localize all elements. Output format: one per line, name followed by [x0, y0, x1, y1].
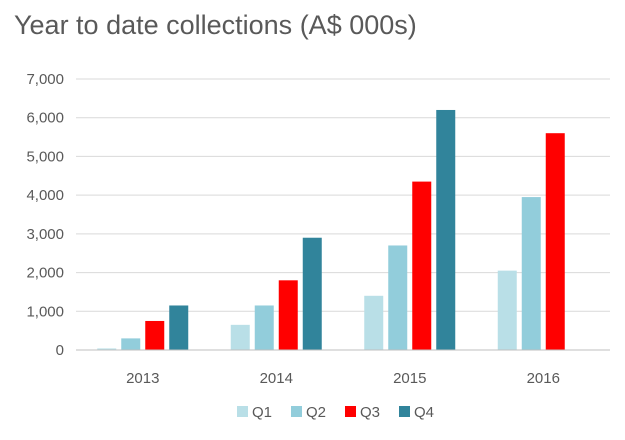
bar-q3-2015: [412, 181, 432, 350]
legend-label-q3: Q3: [360, 404, 380, 421]
bar-q4-2015: [436, 109, 456, 350]
y-tick-label: 1,000: [26, 303, 64, 320]
bar-q3-2013: [145, 320, 165, 350]
bar-q2-2013: [121, 338, 141, 350]
chart-title: Year to date collections (A$ 000s): [14, 10, 417, 40]
bar-q2-2015: [388, 245, 408, 350]
legend-swatch-q1: [237, 406, 248, 417]
y-tick-label: 7,000: [26, 71, 64, 88]
x-tick-label: 2016: [527, 370, 560, 387]
legend-label-q2: Q2: [306, 404, 326, 421]
legend-swatch-q3: [345, 406, 356, 417]
y-tick-label: 2,000: [26, 265, 64, 282]
bar-q2-2014: [254, 305, 274, 350]
bar-q1-2014: [230, 324, 250, 350]
legend-label-q4: Q4: [414, 404, 434, 421]
axes: 0 1,000 2,000 3,000 4,000 5,000 6,000 7,000 2013…: [26, 71, 610, 387]
x-tick-label: 2015: [393, 370, 426, 387]
bar-q3-2016: [545, 133, 565, 350]
y-tick-label: 5,000: [26, 148, 64, 165]
bar-q4-2014: [302, 237, 322, 350]
x-tick-label: 2014: [260, 370, 293, 387]
gridlines: [76, 78, 610, 312]
bars: [97, 109, 565, 350]
y-tick-label: 3,000: [26, 226, 64, 243]
y-tick-label: 0: [56, 342, 64, 359]
legend-swatch-q2: [291, 406, 302, 417]
bar-q4-2013: [169, 305, 189, 350]
legend-swatch-q4: [399, 406, 410, 417]
bar-q3-2014: [278, 280, 298, 350]
x-tick-label: 2013: [126, 370, 159, 387]
bar-q2-2016: [521, 197, 541, 350]
bar-q1-2015: [364, 295, 384, 350]
y-tick-label: 6,000: [26, 110, 64, 127]
bar-q1-2016: [497, 270, 517, 350]
legend-label-q1: Q1: [252, 404, 272, 421]
bar-q1-2013: [97, 348, 117, 350]
y-tick-label: 4,000: [26, 187, 64, 204]
legend: Q1 Q2 Q3 Q4: [237, 404, 434, 421]
